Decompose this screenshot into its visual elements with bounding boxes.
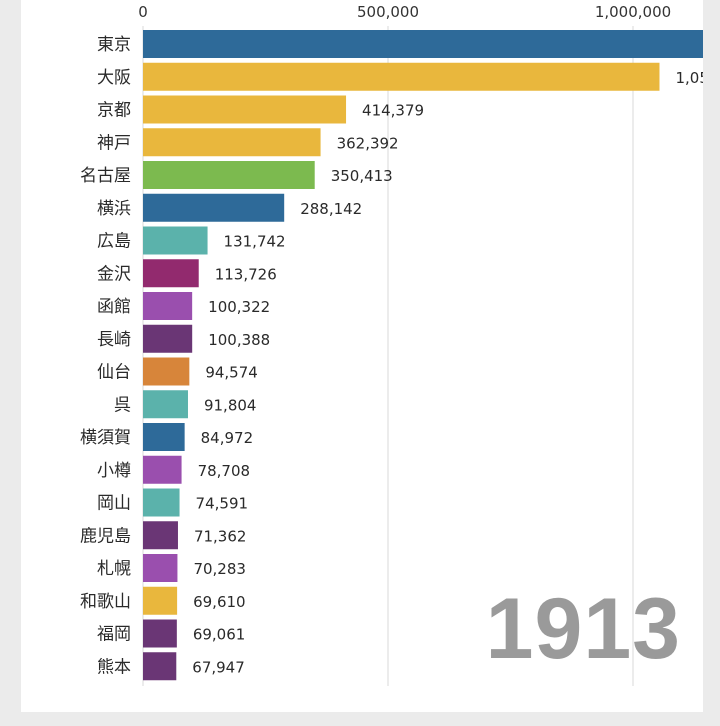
category-label: 広島 bbox=[97, 232, 131, 252]
category-label: 岡山 bbox=[97, 494, 131, 514]
value-label: 414,379 bbox=[362, 102, 424, 120]
value-label: 288,142 bbox=[300, 200, 362, 218]
bar bbox=[143, 128, 321, 157]
bar bbox=[143, 30, 703, 58]
category-label: 長崎 bbox=[97, 330, 131, 350]
value-label: 71,362 bbox=[194, 527, 247, 545]
bar bbox=[143, 554, 178, 582]
value-label: 69,610 bbox=[193, 593, 246, 611]
category-label: 熊本 bbox=[97, 657, 131, 677]
value-label: 350,413 bbox=[331, 167, 393, 185]
bar bbox=[143, 521, 178, 550]
value-label: 100,388 bbox=[208, 331, 270, 349]
category-label: 神戸 bbox=[97, 133, 131, 153]
category-label: 札幌 bbox=[97, 559, 131, 579]
category-label: 仙台 bbox=[97, 363, 131, 383]
value-label: 113,726 bbox=[215, 265, 277, 283]
value-label: 1,054,048 bbox=[675, 69, 703, 87]
category-label: 東京 bbox=[97, 35, 131, 55]
category-label: 小樽 bbox=[97, 461, 131, 481]
x-tick-label: 1,000,000 bbox=[595, 3, 671, 21]
value-label: 78,708 bbox=[198, 462, 251, 480]
value-label: 94,574 bbox=[205, 364, 257, 382]
bar bbox=[143, 62, 660, 91]
category-label: 金沢 bbox=[97, 264, 131, 284]
value-label: 69,061 bbox=[193, 626, 246, 644]
bar bbox=[143, 193, 285, 222]
bar bbox=[143, 95, 347, 124]
value-label: 100,322 bbox=[208, 298, 270, 316]
bar bbox=[143, 652, 177, 681]
value-label: 67,947 bbox=[192, 658, 245, 676]
bar bbox=[143, 390, 188, 419]
category-label: 横浜 bbox=[97, 199, 131, 219]
x-tick-label: 0 bbox=[138, 3, 148, 21]
bar bbox=[143, 357, 190, 386]
category-label: 福岡 bbox=[97, 625, 131, 645]
category-label: 大阪 bbox=[97, 68, 131, 88]
bar bbox=[143, 292, 193, 320]
bar bbox=[143, 488, 180, 517]
bar bbox=[143, 161, 315, 189]
bar bbox=[143, 324, 193, 353]
category-label: 横須賀 bbox=[80, 428, 131, 448]
bar bbox=[143, 259, 199, 288]
x-tick-label: 500,000 bbox=[357, 3, 419, 21]
value-label: 131,742 bbox=[224, 233, 286, 251]
bar bbox=[143, 619, 177, 648]
value-label: 84,972 bbox=[201, 429, 254, 447]
category-label: 呉 bbox=[114, 395, 131, 415]
category-label: 函館 bbox=[97, 297, 131, 317]
year-label: 1913 bbox=[485, 581, 681, 677]
category-label: 和歌山 bbox=[80, 592, 131, 612]
value-label: 74,591 bbox=[196, 495, 249, 513]
bar bbox=[143, 423, 185, 451]
bar bbox=[143, 226, 208, 255]
value-label: 91,804 bbox=[204, 396, 256, 414]
category-label: 京都 bbox=[97, 101, 131, 121]
bar bbox=[143, 586, 178, 615]
value-label: 362,392 bbox=[337, 134, 399, 152]
category-label: 鹿児島 bbox=[80, 526, 131, 546]
category-label: 名古屋 bbox=[80, 166, 131, 186]
value-label: 70,283 bbox=[193, 560, 246, 578]
bar bbox=[143, 455, 182, 484]
